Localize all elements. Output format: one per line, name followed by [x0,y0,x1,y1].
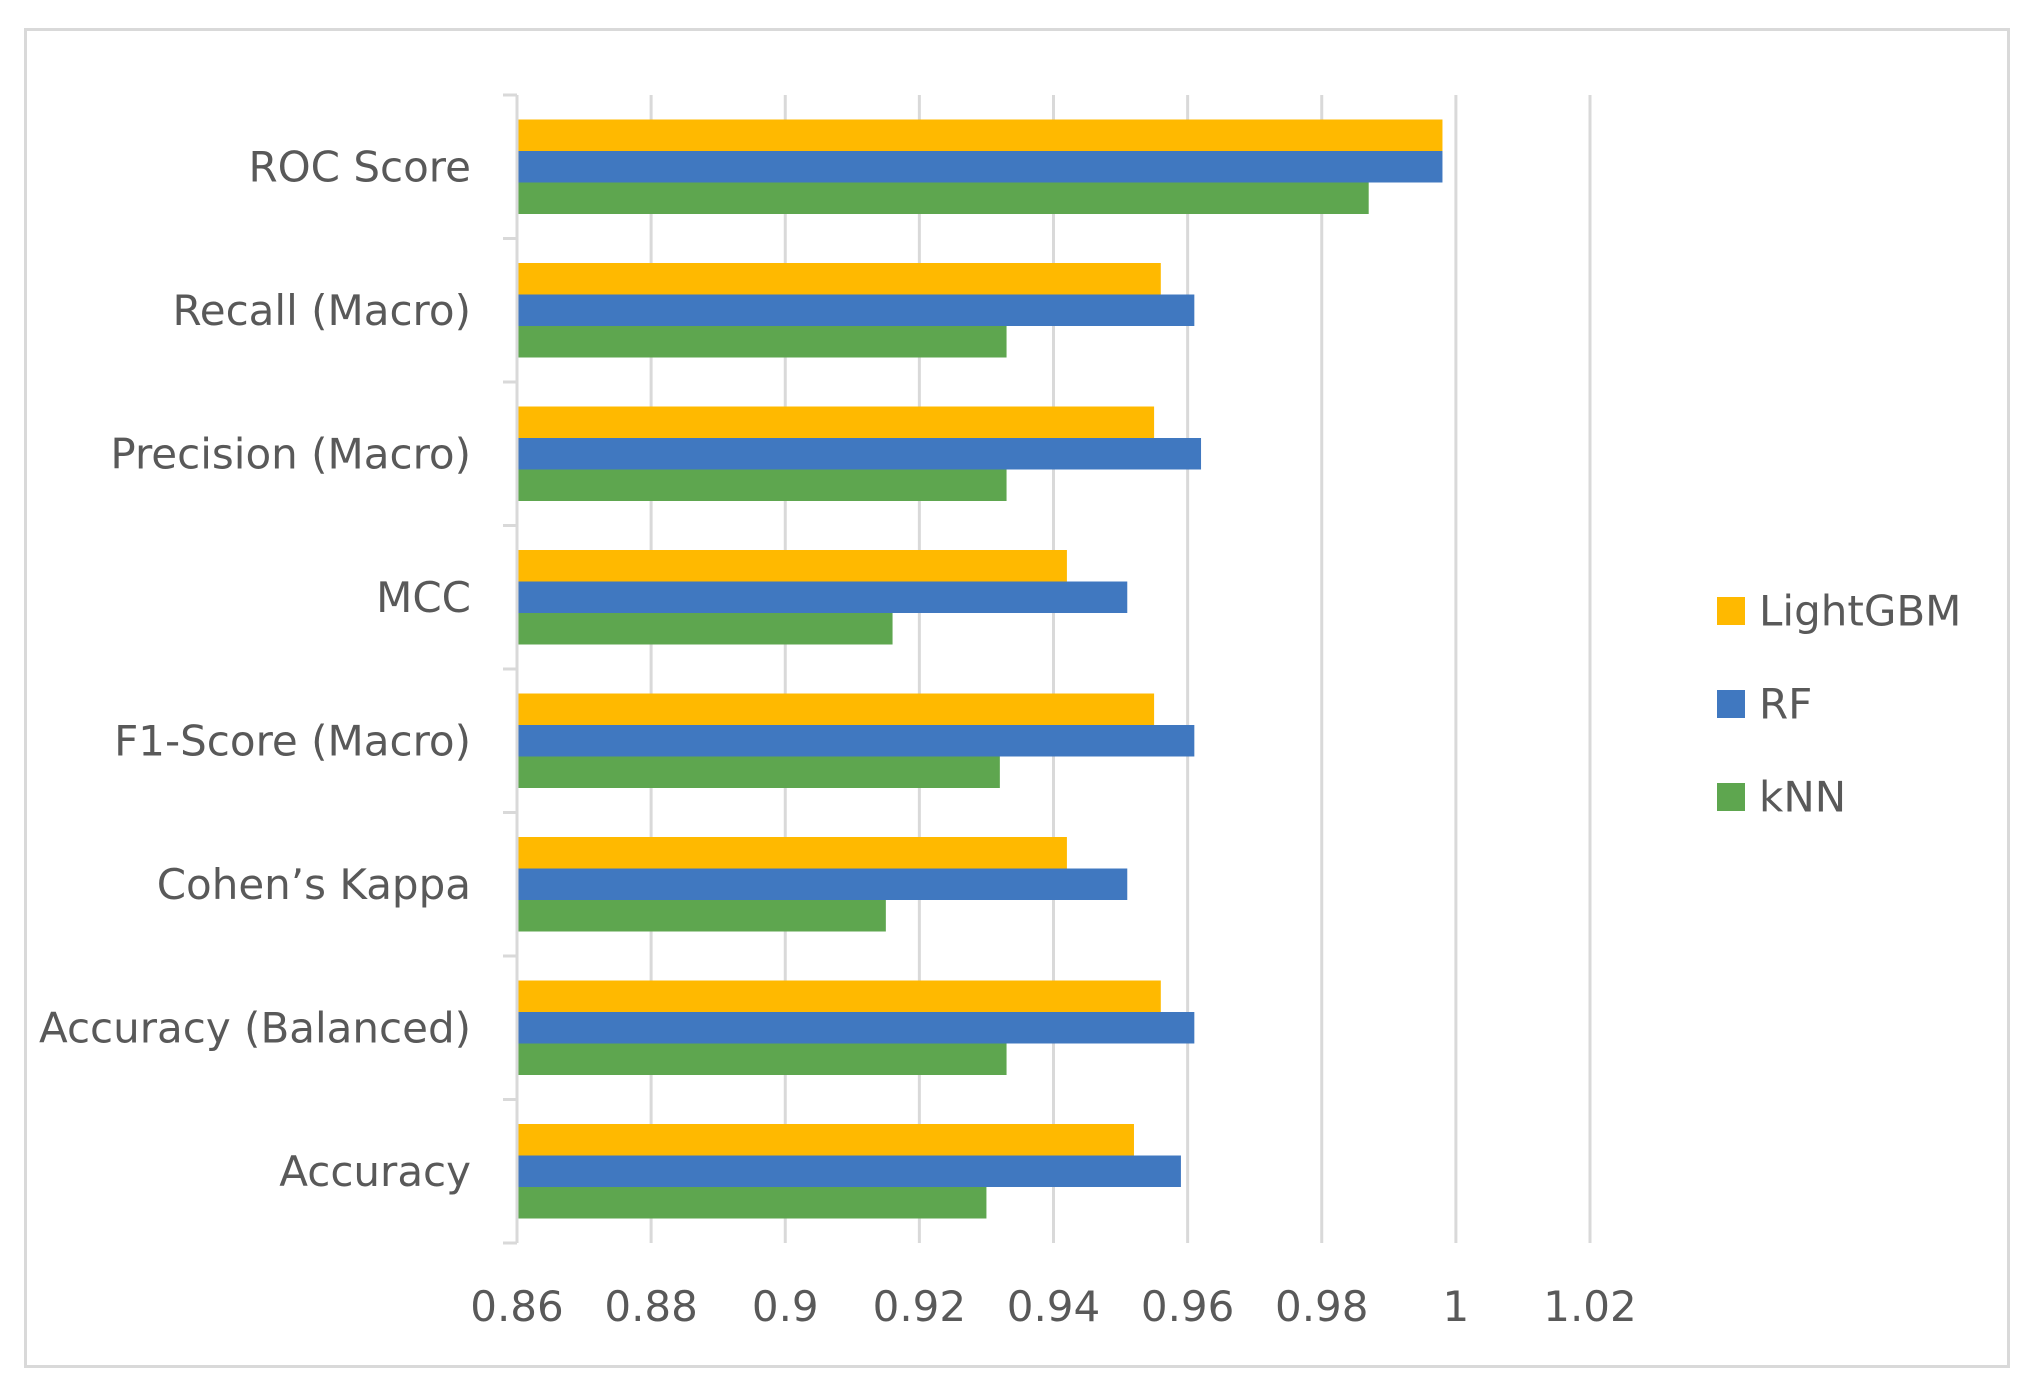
bar-rf-2 [517,438,1202,470]
bar-rf-1 [517,294,1195,326]
legend-swatch-rf [1717,690,1745,718]
x-tick-label: 0.96 [1141,1282,1235,1331]
category-label: Recall (Macro) [172,286,471,335]
bar-rf-6 [517,1012,1195,1044]
bar-rf-3 [517,581,1128,613]
bar-rf-7 [517,1155,1181,1187]
bar-knn-0 [517,182,1369,214]
x-tick-label: 0.9 [752,1282,819,1331]
bars [517,119,1443,1219]
legend-swatch-knn [1717,783,1745,811]
category-label: Cohen’s Kappa [157,860,471,909]
bar-lightgbm-3 [517,550,1067,582]
bar-knn-3 [517,613,893,645]
bar-knn-4 [517,756,1000,788]
legend-swatch-lightgbm [1717,597,1745,625]
legend-label-knn: kNN [1759,773,1846,822]
bar-lightgbm-0 [517,119,1443,151]
category-label: Accuracy (Balanced) [39,1003,471,1052]
bar-rf-4 [517,725,1195,757]
x-tick-label: 1 [1443,1282,1470,1331]
bar-lightgbm-6 [517,980,1161,1012]
bar-knn-2 [517,469,1007,501]
bar-lightgbm-7 [517,1124,1134,1156]
category-axis [503,93,519,1245]
legend: LightGBM RF kNN [1717,587,1961,822]
bar-lightgbm-2 [517,406,1155,438]
legend-label-lightgbm: LightGBM [1759,587,1961,636]
x-tick-label: 1.02 [1543,1282,1637,1331]
bar-knn-5 [517,900,886,932]
category-label: MCC [376,573,471,622]
legend-label-rf: RF [1759,680,1812,729]
bar-knn-6 [517,1043,1007,1075]
bar-rf-0 [517,151,1443,183]
x-tick-label: 0.94 [1007,1282,1101,1331]
category-labels: ROC Score Recall (Macro) Precision (Macro)… [39,142,471,1196]
bar-lightgbm-1 [517,263,1161,295]
x-tick-label: 0.92 [873,1282,967,1331]
x-tick-label: 0.88 [604,1282,698,1331]
category-label: Precision (Macro) [110,429,471,478]
bar-lightgbm-5 [517,837,1067,869]
chart-frame: ROC Score Recall (Macro) Precision (Macro)… [24,28,2010,1368]
x-tick-label: 0.98 [1275,1282,1369,1331]
bar-lightgbm-4 [517,693,1155,725]
value-axis-tick-labels: 0.86 0.88 0.9 0.92 0.94 0.96 0.98 1 1.02 [470,1282,1637,1331]
category-label: ROC Score [248,142,471,191]
bar-knn-7 [517,1187,987,1219]
category-label: F1-Score (Macro) [114,716,471,765]
category-label: Accuracy [279,1147,471,1196]
x-tick-label: 0.86 [470,1282,564,1331]
bar-rf-5 [517,868,1128,900]
bar-knn-1 [517,326,1007,358]
bar-chart: ROC Score Recall (Macro) Precision (Macro)… [39,93,1961,1331]
